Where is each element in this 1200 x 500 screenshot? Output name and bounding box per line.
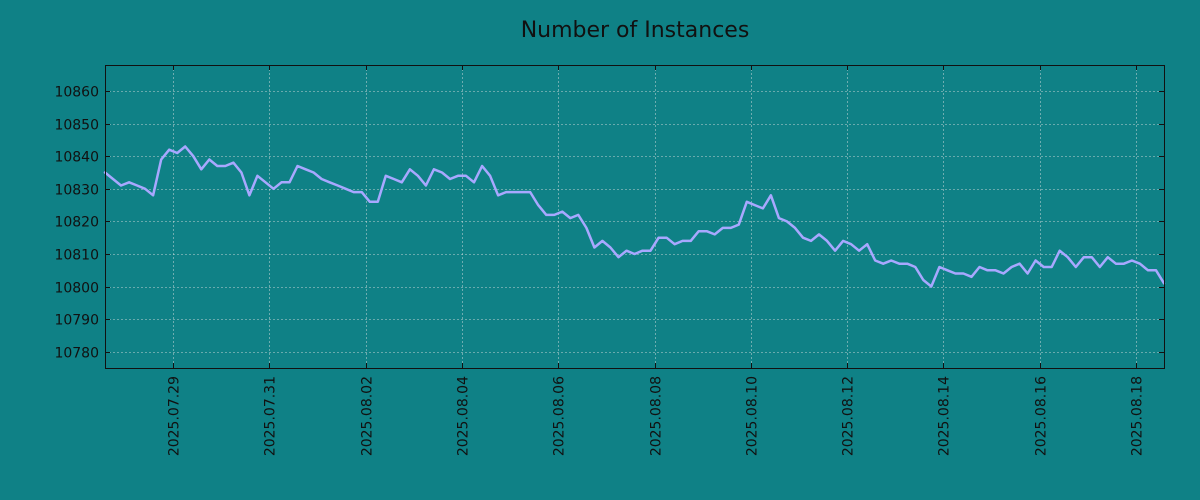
- x-tick-label: 2025.07.29: [167, 376, 183, 456]
- y-tick-label: 10850: [54, 118, 99, 134]
- x-tick-label: 2025.08.14: [937, 376, 953, 456]
- x-tick-label: 2025.08.18: [1130, 376, 1146, 456]
- series-layer: [103, 145, 1166, 288]
- x-tick-label: 2025.07.31: [263, 376, 279, 456]
- x-tick-label: 2025.08.08: [649, 376, 665, 456]
- y-tick-label: 10830: [54, 183, 99, 199]
- x-tick-label: 2025.08.10: [745, 376, 761, 456]
- series-line: [103, 145, 1166, 288]
- x-tick-label: 2025.08.02: [360, 376, 376, 456]
- axis-ticks: [105, 65, 1164, 368]
- x-tick-label: 2025.08.16: [1034, 376, 1050, 456]
- grid-lines: [105, 65, 1164, 368]
- y-tick-label: 10860: [54, 85, 99, 101]
- y-tick-label: 10820: [54, 215, 99, 231]
- y-tick-label: 10780: [54, 346, 99, 362]
- x-tick-label: 2025.08.06: [552, 376, 568, 456]
- y-tick-label: 10810: [54, 248, 99, 264]
- plot-frame: [105, 65, 1165, 369]
- tick-labels: 10780 10790 10800 10810 10820 10830 10840 10850…: [54, 85, 1145, 457]
- chart-title: Number of Instances: [521, 18, 750, 43]
- x-tick-label: 2025.08.04: [456, 376, 472, 456]
- x-tick-label: 2025.08.12: [841, 376, 857, 456]
- y-tick-label: 10840: [54, 150, 99, 166]
- y-tick-label: 10800: [54, 281, 99, 297]
- y-tick-label: 10790: [54, 313, 99, 329]
